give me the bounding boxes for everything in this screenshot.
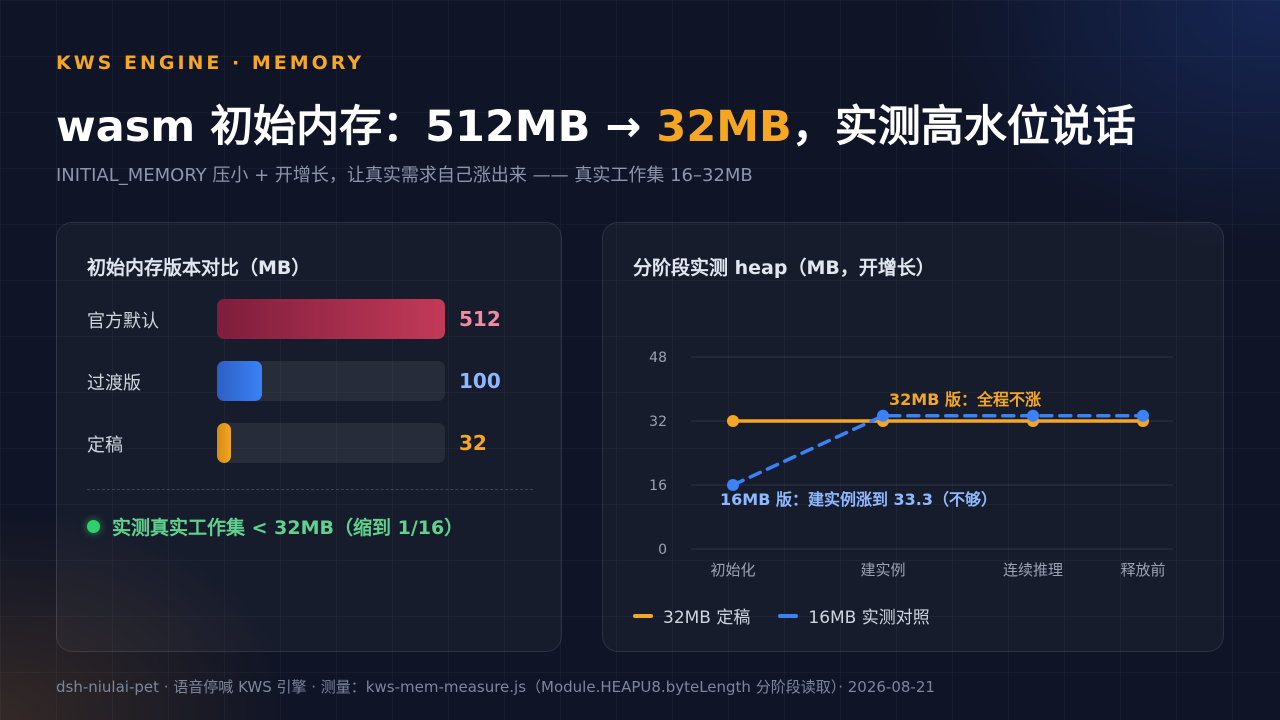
bar-track [217, 361, 445, 401]
data-point [727, 479, 739, 491]
page-subtitle: INITIAL_MEMORY 压小 + 开增长，让真实需求自己涨出来 —— 真实… [56, 165, 753, 186]
y-tick-label: 0 [658, 542, 667, 558]
chart-legend: 32MB 定稿 16MB 实测对照 [633, 603, 930, 628]
bar-value-label: 100 [459, 369, 501, 393]
legend-swatch [778, 613, 799, 618]
title-prefix: wasm 初始内存：512MB → [56, 102, 657, 152]
annotation-label: 16MB 版：建实例涨到 33.3（不够） [720, 490, 997, 509]
data-point [727, 415, 739, 427]
bar-row: 定稿 32 [87, 423, 537, 463]
legend-item: 16MB 实测对照 [778, 603, 930, 628]
x-tick-label: 释放前 [1120, 561, 1165, 579]
data-point [877, 409, 889, 422]
bar-track [217, 423, 445, 463]
status-dot-icon [87, 520, 100, 533]
heap-stage-card: 分阶段实测 heap（MB，开增长） 0 16 32 48 初始化 建实例 连续推理 释放前 3… [602, 222, 1224, 652]
eyebrow-label: KWS ENGINE · MEMORY [56, 52, 365, 74]
data-point [1027, 409, 1039, 422]
bar-category-label: 过渡版 [87, 373, 141, 394]
y-tick-label: 16 [649, 478, 667, 494]
data-point [1137, 409, 1149, 422]
bar-row: 过渡版 100 [87, 361, 537, 401]
card-divider [87, 489, 533, 490]
x-tick-label: 连续推理 [1003, 561, 1063, 579]
bar-category-label: 官方默认 [87, 311, 159, 332]
series-line [731, 414, 1145, 487]
bar-value-label: 512 [459, 307, 501, 331]
working-set-note: 实测真实工作集 < 32MB（缩到 1/16） [87, 513, 463, 540]
bar-row: 官方默认 512 [87, 299, 537, 339]
bar [217, 361, 262, 401]
annotation-label: 32MB 版：全程不涨 [889, 390, 1041, 409]
memory-comparison-card: 初始内存版本对比（MB） 官方默认 512 过渡版 100 定稿 32 实测真实工作集 <… [56, 222, 562, 652]
line-chart: 0 16 32 48 初始化 建实例 连续推理 释放前 32MB 版：全程不涨 16MB 版：建实… [649, 350, 1173, 579]
x-tick-label: 初始化 [710, 561, 755, 579]
title-accent: 32MB [656, 102, 792, 152]
bar-track [217, 299, 445, 339]
y-tick-label: 48 [649, 350, 667, 366]
footer-caption: dsh-niulai-pet · 语音停喊 KWS 引擎 · 测量：kws-me… [56, 678, 935, 696]
x-tick-label: 建实例 [860, 561, 905, 579]
legend-swatch [633, 613, 653, 618]
legend-label: 16MB 实测对照 [808, 608, 930, 628]
line-chart-title: 分阶段实测 heap（MB，开增长） [633, 257, 935, 279]
title-suffix: ，实测高水位说话 [791, 102, 1136, 152]
working-set-note-text: 实测真实工作集 < 32MB（缩到 1/16） [112, 517, 464, 539]
bar-value-label: 32 [459, 431, 487, 455]
y-tick-label: 32 [649, 414, 667, 430]
legend-item: 32MB 定稿 [633, 603, 750, 628]
bar [217, 299, 445, 339]
bar [217, 423, 232, 463]
bar-category-label: 定稿 [87, 435, 123, 456]
page-title: wasm 初始内存：512MB → 32MB，实测高水位说话 [56, 92, 1136, 154]
legend-label: 32MB 定稿 [663, 608, 751, 628]
bar-chart-title: 初始内存版本对比（MB） [87, 257, 311, 279]
